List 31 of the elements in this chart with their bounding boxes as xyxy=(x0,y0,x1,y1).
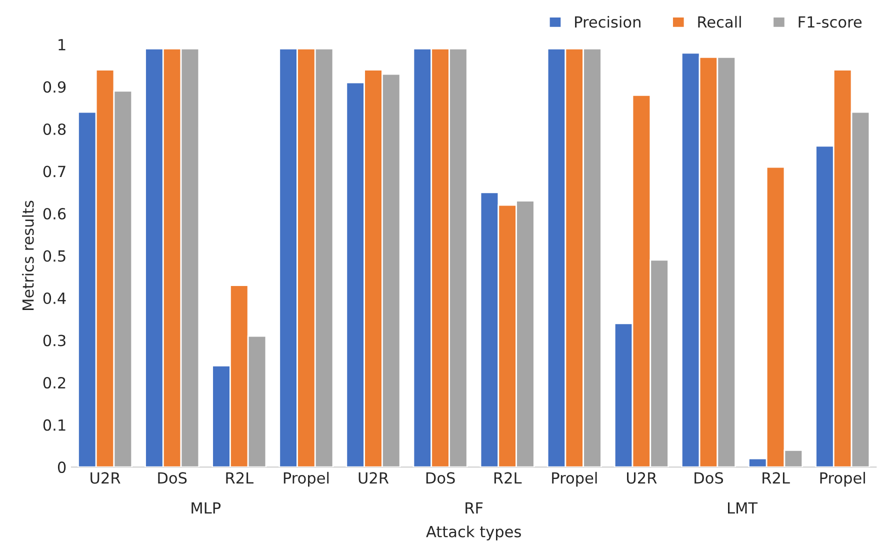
x-tick-label: Propel xyxy=(284,472,329,487)
x-tick-label: Propel xyxy=(552,472,597,487)
x-tick-label: DoS xyxy=(426,472,455,484)
y-tick-label: 0.1 xyxy=(43,419,66,431)
x-axis-title: Attack types xyxy=(426,526,521,540)
y-tick-label: 0.8 xyxy=(43,123,66,136)
y-tick-label: 1 xyxy=(58,39,66,50)
y-tick-label: 0.4 xyxy=(43,292,66,304)
legend-label: Precision xyxy=(575,16,640,28)
y-tick-label: 0 xyxy=(58,462,66,474)
x-tick-label: U2R xyxy=(627,472,657,484)
y-tick-label: 0.3 xyxy=(43,334,66,346)
x-tick-label: R2L xyxy=(226,472,254,484)
x-tick-label: DoS xyxy=(694,472,724,484)
text: MLP xyxy=(192,502,221,514)
text: RF xyxy=(466,502,483,514)
x-tick-label: U2R xyxy=(90,472,120,484)
y-axis-title: Metrics results xyxy=(22,200,34,310)
x-tick-label: R2L xyxy=(494,472,522,484)
x-tick-label: U2R xyxy=(358,472,389,484)
x-tick-label: DoS xyxy=(158,472,187,484)
text: LMT xyxy=(728,502,758,514)
y-tick-label: 0.6 xyxy=(43,208,66,220)
y-tick-label: 0.7 xyxy=(43,166,66,178)
legend-label: Recall xyxy=(698,16,741,28)
y-tick-label: 0.5 xyxy=(43,250,66,262)
x-tick-label: Propel xyxy=(820,472,865,487)
legend-label: F1-score xyxy=(798,16,862,28)
x-tick-label: R2L xyxy=(762,472,790,484)
y-tick-label: 0.9 xyxy=(43,81,66,93)
y-tick-label: 0.2 xyxy=(43,376,66,389)
